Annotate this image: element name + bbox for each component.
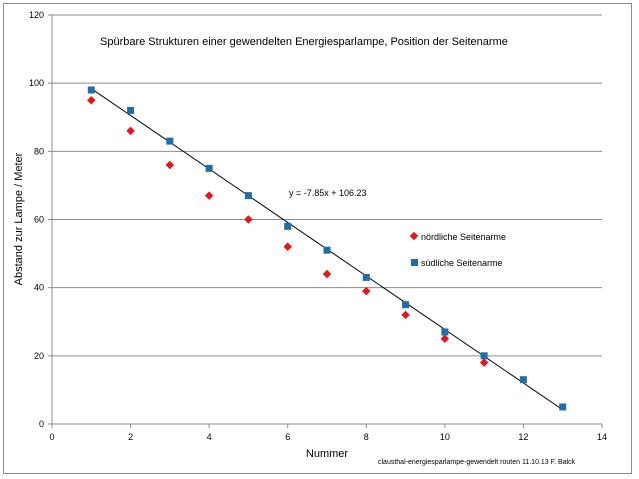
data-point-south bbox=[402, 301, 410, 309]
y-tick-label: 40 bbox=[34, 283, 44, 293]
data-point-south bbox=[323, 246, 331, 254]
x-tick-label: 8 bbox=[364, 432, 369, 442]
y-tick-label: 100 bbox=[29, 78, 44, 88]
x-axis-label: Nummer bbox=[306, 448, 349, 460]
x-tick-label: 2 bbox=[128, 432, 133, 442]
x-tick-label: 6 bbox=[285, 432, 290, 442]
data-point-north bbox=[440, 334, 450, 344]
data-point-north bbox=[165, 160, 175, 170]
data-point-south bbox=[127, 106, 135, 114]
footnote: clausthal-energiesparlampe-gewendelt rou… bbox=[378, 459, 576, 466]
data-point-north bbox=[283, 242, 292, 252]
y-tick-label: 60 bbox=[34, 215, 44, 225]
y-tick-label: 80 bbox=[34, 146, 44, 156]
data-point-south bbox=[166, 137, 174, 145]
legend-marker-north bbox=[409, 231, 419, 241]
data-point-north bbox=[362, 286, 371, 296]
x-tick-label: 12 bbox=[518, 432, 528, 442]
data-point-north bbox=[204, 191, 214, 200]
data-point-south bbox=[87, 86, 95, 94]
data-point-north bbox=[87, 95, 96, 105]
data-point-south bbox=[244, 192, 252, 200]
y-tick-label: 20 bbox=[34, 351, 44, 361]
data-point-south bbox=[205, 164, 213, 172]
x-tick-label: 10 bbox=[440, 432, 450, 442]
data-point-north bbox=[401, 310, 410, 320]
data-point-south bbox=[441, 328, 449, 336]
data-point-north bbox=[126, 126, 135, 136]
legend: nördliche Seitenarme südliche Seitenarme bbox=[409, 231, 506, 268]
x-tick-label: 4 bbox=[207, 432, 212, 442]
x-tick-label: 0 bbox=[49, 432, 54, 442]
legend-label-north: nördliche Seitenarme bbox=[421, 232, 506, 242]
x-tick-label: 14 bbox=[597, 432, 607, 442]
legend-marker-south bbox=[411, 259, 418, 266]
y-tick-label: 0 bbox=[39, 419, 44, 429]
y-axis-label: Abstand zur Lampe / Meter bbox=[13, 152, 25, 285]
trendline-equation: y = -7.85x + 106.23 bbox=[289, 188, 367, 198]
y-tick-label: 120 bbox=[29, 10, 44, 20]
data-point-north bbox=[244, 215, 253, 224]
data-point-south bbox=[362, 273, 370, 281]
chart-title: Spürbare Strukturen einer gewendelten En… bbox=[100, 36, 508, 48]
data-point-south bbox=[519, 376, 527, 384]
chart-frame bbox=[3, 3, 632, 474]
data-point-south bbox=[284, 222, 292, 230]
legend-label-south: südliche Seitenarme bbox=[421, 258, 503, 268]
data-point-north bbox=[322, 269, 332, 279]
data-point-north bbox=[479, 358, 489, 367]
data-point-south bbox=[559, 403, 567, 411]
data-point-south bbox=[480, 352, 488, 360]
